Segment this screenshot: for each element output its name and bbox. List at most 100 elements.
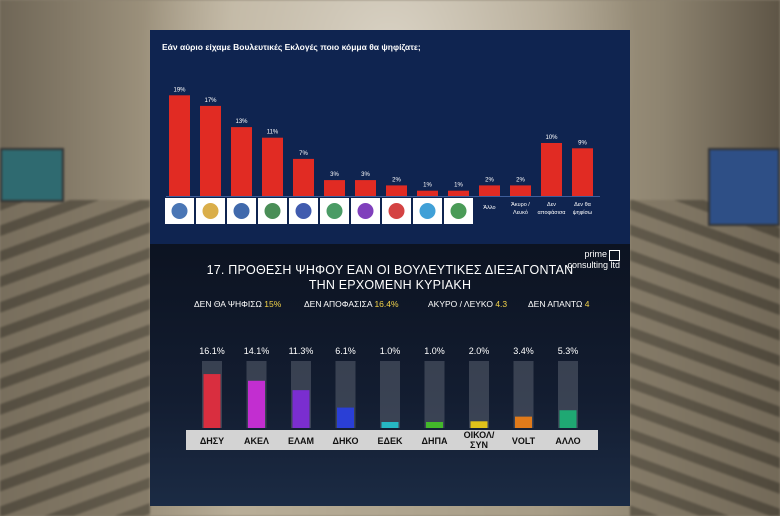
bar (203, 374, 221, 428)
stat-label: ΑΚΥΡΟ / ΛΕΥΚΟ (428, 299, 493, 309)
bar (262, 137, 283, 196)
data-label: 5.3% (558, 346, 579, 356)
stat-value: 4.3 (495, 299, 508, 309)
stat-undecided: ΔΕΝ ΑΠΟΦΑΣΙΣΑ 16.4% (304, 299, 399, 309)
logo-mark (264, 203, 281, 219)
bar (293, 158, 314, 196)
category-label: Λευκό (513, 209, 528, 216)
data-label: 2% (516, 177, 525, 183)
category-label: Άκυρο / (511, 202, 530, 208)
seats-left (0, 200, 150, 516)
category-label: ΟΙΚΟΛ/ (464, 430, 495, 440)
data-label: 1% (423, 183, 432, 189)
category-label: Δεν (547, 202, 556, 208)
bar-track (513, 361, 534, 428)
data-label: 7% (299, 151, 308, 157)
data-label: 2% (392, 177, 401, 183)
bar (200, 105, 221, 196)
data-label: 19% (173, 87, 186, 93)
chart-title-bottom-line1: 17. ΠΡΟΘΕΣΗ ΨΗΦΟΥ ΕΑΝ ΟΙ ΒΟΥΛΕΥΤΙΚΕΣ ΔΙΕ… (206, 263, 574, 277)
bar (559, 410, 577, 428)
logo-text-2: consulting ltd (567, 260, 620, 270)
chart-title-top: Εάν αύριο είχαμε Βουλευτικές Εκλογές ποι… (162, 42, 421, 52)
data-label: 13% (235, 119, 248, 125)
stat-label: ΔΕΝ ΘΑ ΨΗΦΙΣΩ (194, 299, 262, 309)
stat-blank: ΑΚΥΡΟ / ΛΕΥΚΟ 4.3 (428, 299, 507, 309)
category-label: Άλλο (483, 205, 495, 211)
chart-title-bottom-line2: ΤΗΝ ΕΡΧΟΜΕΝΗ ΚΥΡΙΑΚΗ (308, 278, 472, 292)
category-label: ΔΗΣΥ (200, 436, 224, 446)
category-label: ΑΛΛΟ (555, 436, 580, 446)
category-label: VOLT (512, 436, 536, 446)
data-label: 17% (204, 98, 217, 104)
bar (448, 190, 469, 196)
logo-mark (419, 203, 436, 219)
data-label: 3% (330, 172, 339, 178)
category-label: ψηφίσω (573, 210, 593, 216)
bar (541, 143, 562, 196)
bar-track (424, 361, 445, 428)
bar (324, 180, 345, 196)
poll-chart-top: Εάν αύριο είχαμε Βουλευτικές Εκλογές ποι… (150, 30, 630, 244)
logo-mark (171, 203, 188, 219)
stat-label: ΔΕΝ ΑΠΑΝΤΩ (528, 299, 583, 309)
category-strip (186, 430, 598, 450)
data-label: 14.1% (244, 346, 270, 356)
stat-no-answer: ΔΕΝ ΑΠΑΝΤΩ 4 (528, 299, 590, 309)
logo-mark (357, 203, 374, 219)
logo-mark (233, 203, 250, 219)
bar (231, 127, 252, 196)
bar (572, 148, 593, 196)
data-label: 11.3% (289, 346, 314, 356)
category-label: ΑΚΕΛ (244, 436, 269, 446)
category-label: ΔΗΠΑ (422, 436, 448, 446)
stat-label: ΔΕΝ ΑΠΟΦΑΣΙΣΑ (304, 299, 373, 309)
seats-right (630, 200, 780, 516)
bar (337, 407, 354, 428)
bar (169, 95, 190, 196)
bar (515, 416, 532, 428)
data-label: 2.0% (469, 346, 490, 356)
data-label: 1.0% (424, 346, 445, 356)
bar (479, 185, 500, 196)
category-label: Δεν θα (574, 202, 591, 208)
category-label: ΣΥΝ (470, 440, 488, 450)
poll-chart-bottom: prime consulting ltd 17. ΠΡΟΘΕΣΗ ΨΗΦΟΥ Ε… (150, 244, 630, 506)
category-label: αποφάσισα (538, 209, 567, 216)
category-label: ΕΔΕΚ (378, 436, 403, 446)
bar (381, 422, 399, 428)
bar (510, 185, 531, 196)
data-label: 1.0% (380, 346, 401, 356)
stat-value: 4 (584, 299, 590, 309)
stat-value: 15% (264, 299, 282, 309)
monitor-right (708, 148, 780, 226)
stat-value: 16.4% (374, 299, 399, 309)
logo-mark (295, 203, 312, 219)
logo-mark (388, 203, 405, 219)
logo-mark (450, 203, 467, 219)
data-label: 1% (454, 183, 463, 189)
logo-mark (326, 203, 343, 219)
bar (248, 380, 265, 428)
data-label: 6.1% (335, 346, 356, 356)
data-label: 16.1% (199, 346, 225, 356)
category-label: ΔΗΚΟ (332, 436, 358, 446)
monitor-left (0, 148, 64, 202)
bar-chart-top: 19% 17% 13% 11% 7% 3% 3% 2% 1% 1% 2% Άλλο 2% Άκυρο /Λ… (165, 87, 600, 224)
data-label: 11% (267, 130, 279, 136)
prime-consulting-logo: prime consulting ltd (567, 249, 620, 270)
bar (417, 190, 438, 196)
logo-text-1: prime (584, 249, 607, 259)
bar (470, 421, 488, 428)
bar (292, 390, 310, 428)
data-label: 9% (578, 140, 587, 146)
data-label: 3.4% (513, 346, 534, 356)
logo-mark (202, 203, 219, 219)
bar-chart-bottom: 16.1% 14.1% 11.3% 6.1% 1.0% 1.0% 2.0% 3.4% 5.3% Δ… (186, 346, 598, 450)
bar (386, 185, 407, 196)
bar (426, 422, 443, 428)
category-label: ΕΛΑΜ (288, 436, 314, 446)
data-label: 10% (545, 135, 558, 141)
category-cell (475, 198, 504, 224)
data-label: 3% (361, 172, 370, 178)
